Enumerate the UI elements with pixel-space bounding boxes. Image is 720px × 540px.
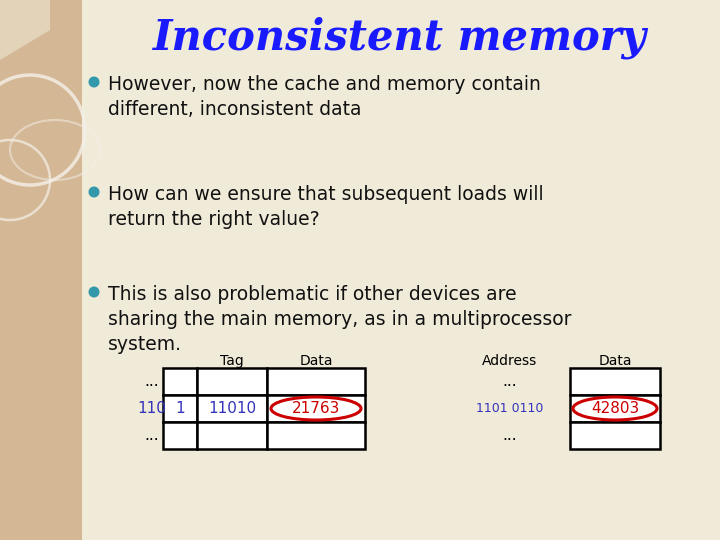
Text: Data: Data bbox=[300, 354, 333, 368]
Circle shape bbox=[89, 186, 99, 198]
Bar bbox=[267, 395, 365, 422]
Text: 21763: 21763 bbox=[292, 401, 340, 416]
Bar bbox=[570, 422, 660, 449]
Text: ...: ... bbox=[503, 374, 517, 389]
Bar bbox=[570, 395, 660, 422]
Circle shape bbox=[89, 287, 99, 298]
Text: However, now the cache and memory contain
different, inconsistent data: However, now the cache and memory contai… bbox=[108, 75, 541, 119]
Text: Inconsistent memory: Inconsistent memory bbox=[153, 17, 647, 59]
Bar bbox=[163, 422, 197, 449]
Text: 1101 0110: 1101 0110 bbox=[477, 402, 544, 415]
Text: This is also problematic if other devices are
sharing the main memory, as in a m: This is also problematic if other device… bbox=[108, 285, 572, 354]
Bar bbox=[197, 422, 267, 449]
Bar bbox=[267, 368, 365, 395]
Bar bbox=[197, 395, 267, 422]
Bar bbox=[163, 395, 197, 422]
Text: Data: Data bbox=[598, 354, 631, 368]
Text: Address: Address bbox=[482, 354, 538, 368]
Polygon shape bbox=[0, 0, 82, 540]
Text: ...: ... bbox=[503, 428, 517, 443]
Bar bbox=[163, 368, 197, 395]
Text: 1: 1 bbox=[175, 401, 185, 416]
Bar bbox=[570, 368, 660, 395]
Text: ...: ... bbox=[145, 428, 159, 443]
Text: ...: ... bbox=[145, 374, 159, 389]
Text: 110: 110 bbox=[138, 401, 166, 416]
Text: 11010: 11010 bbox=[208, 401, 256, 416]
Polygon shape bbox=[0, 0, 50, 60]
Bar bbox=[267, 422, 365, 449]
Text: How can we ensure that subsequent loads will
return the right value?: How can we ensure that subsequent loads … bbox=[108, 185, 544, 229]
Circle shape bbox=[89, 77, 99, 87]
Bar bbox=[197, 368, 267, 395]
Text: 42803: 42803 bbox=[591, 401, 639, 416]
Text: Tag: Tag bbox=[220, 354, 244, 368]
